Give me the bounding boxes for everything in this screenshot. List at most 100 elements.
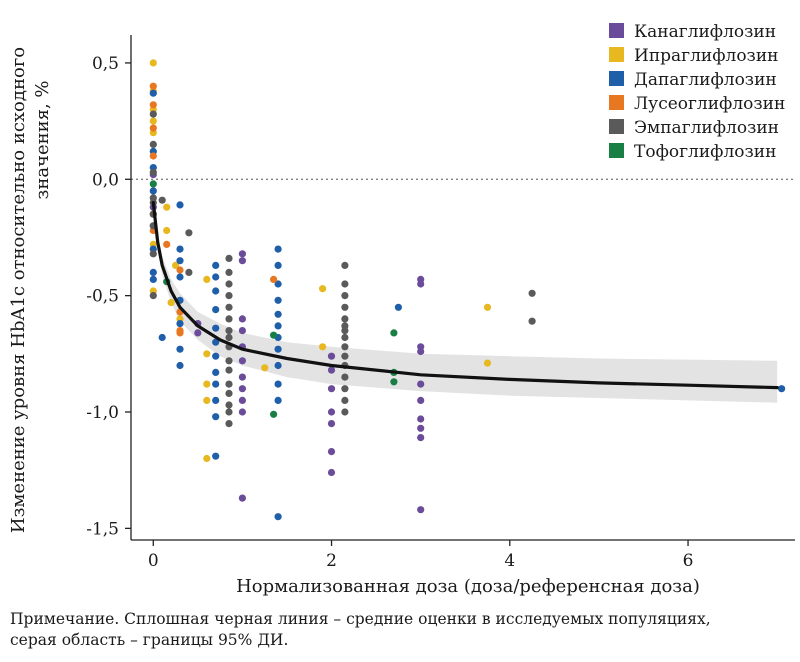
data-point — [225, 420, 233, 428]
data-point — [341, 327, 349, 335]
data-point — [203, 396, 211, 404]
data-point — [417, 380, 425, 388]
data-point — [417, 424, 425, 432]
data-point — [327, 385, 336, 393]
data-point — [327, 408, 336, 416]
data-point — [225, 280, 233, 288]
legend-label: Ипраглифлозин — [634, 46, 778, 66]
legend-swatch — [609, 95, 624, 110]
data-point — [341, 280, 349, 288]
data-point — [238, 408, 246, 416]
data-point — [149, 168, 157, 176]
data-point — [341, 385, 349, 393]
data-point — [327, 420, 336, 428]
scatter-points-layer — [149, 59, 786, 521]
data-point — [225, 254, 233, 262]
data-point — [238, 494, 246, 502]
legend-swatch — [609, 119, 624, 134]
data-point — [238, 250, 246, 258]
data-point — [528, 317, 536, 325]
data-point — [212, 380, 220, 388]
data-point — [203, 350, 211, 358]
data-point — [212, 261, 220, 269]
data-point — [149, 124, 157, 132]
data-point — [778, 385, 786, 393]
data-point — [212, 396, 220, 404]
data-point — [212, 287, 220, 295]
y-tick-label: -1,5 — [86, 519, 119, 539]
data-point — [417, 434, 425, 442]
data-point — [212, 338, 220, 346]
data-point — [327, 366, 336, 374]
data-point — [212, 273, 220, 281]
legend-swatch — [609, 143, 624, 158]
data-point — [238, 385, 246, 393]
data-point — [341, 333, 349, 342]
data-point — [270, 410, 278, 418]
data-point — [238, 357, 246, 365]
data-point — [149, 292, 157, 300]
data-point — [274, 245, 282, 253]
data-point — [341, 352, 349, 360]
data-point — [185, 229, 193, 237]
data-point — [417, 347, 425, 356]
data-point — [172, 261, 180, 269]
data-point — [203, 454, 211, 463]
data-point — [225, 408, 233, 416]
data-point — [225, 292, 233, 300]
legend-label: Эмпаглифлозин — [634, 118, 779, 138]
data-point — [176, 245, 184, 253]
data-point — [417, 280, 425, 288]
x-tick-label: 0 — [148, 551, 159, 571]
x-axis-title: Нормализованная доза (доза/референсная д… — [236, 576, 700, 597]
data-point — [341, 396, 349, 404]
data-point — [176, 329, 184, 337]
figure-note: Примечание. Сплошная черная линия – сред… — [10, 609, 790, 651]
data-point — [225, 315, 233, 323]
data-point — [394, 303, 402, 311]
axes — [130, 35, 795, 541]
data-point — [327, 448, 336, 456]
data-point — [176, 345, 184, 353]
x-tick-label: 2 — [326, 551, 337, 571]
confidence-band-layer — [153, 202, 778, 403]
data-point — [270, 331, 278, 339]
data-point — [149, 89, 157, 97]
data-point — [158, 196, 166, 204]
y-tick-label: 0,5 — [92, 54, 119, 74]
data-point — [167, 299, 175, 307]
data-point — [176, 361, 184, 370]
data-point — [225, 268, 233, 276]
legend-label: Дапаглифлозин — [634, 70, 777, 90]
y-tick-label: 0,0 — [92, 170, 119, 190]
data-point — [149, 140, 157, 148]
mean-fit-line — [151, 201, 779, 390]
data-point — [274, 310, 282, 318]
data-point — [417, 415, 425, 423]
data-point — [319, 343, 327, 351]
data-point — [274, 345, 282, 353]
legend-label: Канаглифлозин — [634, 22, 776, 42]
data-point — [274, 380, 282, 388]
data-point — [319, 285, 327, 293]
y-ticks: 0,5 0,0 -0,5 -1,0 -1,5 — [86, 54, 131, 539]
data-point — [483, 359, 492, 367]
legend-label: Лусеоглифлозин — [634, 94, 785, 114]
data-point — [158, 333, 166, 342]
data-point — [149, 59, 157, 67]
data-point — [176, 320, 184, 328]
data-point — [149, 275, 157, 283]
x-tick-label: 4 — [504, 551, 515, 571]
data-point — [238, 396, 246, 404]
data-point — [212, 324, 220, 332]
data-point — [238, 315, 246, 323]
data-point — [149, 152, 157, 160]
data-point — [238, 373, 246, 381]
data-point — [149, 117, 157, 125]
data-point — [225, 327, 233, 335]
data-point — [149, 180, 157, 188]
data-point — [274, 396, 282, 404]
data-point — [274, 322, 282, 330]
data-point — [163, 226, 171, 235]
data-point — [261, 364, 269, 372]
